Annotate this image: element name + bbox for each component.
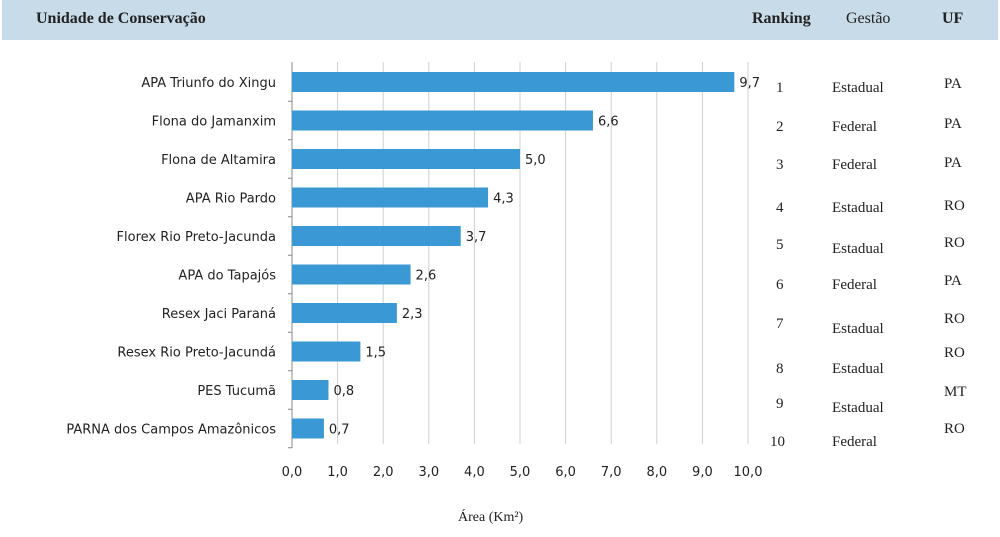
bar	[292, 110, 593, 131]
gestao-cell: Estadual	[832, 241, 884, 257]
value-label: 5,0	[525, 153, 546, 168]
category-label: APA Rio Pardo	[186, 192, 276, 207]
uf-cell: RO	[944, 345, 965, 361]
value-label: 4,3	[493, 192, 514, 207]
gestao-cell: Estadual	[832, 361, 884, 377]
value-label: 9,7	[739, 76, 760, 91]
uf-cell: RO	[944, 311, 965, 327]
bar	[292, 226, 461, 246]
x-tick-label: 5,0	[510, 465, 531, 480]
gestao-cell: Federal	[832, 434, 877, 450]
uf-header: UF	[942, 10, 964, 27]
x-tick-label: 2,0	[373, 465, 394, 480]
category-label: Florex Rio Preto-Jacunda	[117, 230, 276, 245]
bar	[292, 149, 520, 169]
ranking-cell: 9	[776, 396, 784, 412]
bar	[292, 264, 411, 285]
category-label: Resex Rio Preto-Jacundá	[117, 346, 276, 361]
gestao-cell: Estadual	[832, 200, 884, 216]
ranking-cell: 10	[770, 434, 785, 450]
bar	[292, 418, 324, 439]
value-label: 0,8	[333, 384, 354, 399]
x-tick-label: 9,0	[692, 465, 713, 480]
unit-header: Unidade de Conservação	[36, 10, 206, 27]
bar	[292, 303, 397, 323]
uf-cell: PA	[944, 76, 962, 92]
gestao-cell: Estadual	[832, 400, 884, 416]
x-tick-label: 7,0	[601, 465, 622, 480]
category-label: Flona de Altamira	[161, 153, 276, 168]
uf-cell: RO	[944, 421, 965, 437]
uf-cell: PA	[944, 273, 962, 289]
category-label: PARNA dos Campos Amazônicos	[66, 423, 276, 438]
category-label: APA Triunfo do Xingu	[141, 76, 276, 91]
value-label: 2,6	[416, 269, 437, 284]
gestao-cell: Federal	[832, 119, 877, 135]
category-label: APA do Tapajós	[178, 269, 276, 284]
x-tick-label: 1,0	[327, 465, 348, 480]
bar	[292, 72, 735, 92]
ranking-cell: 1	[776, 80, 784, 96]
bar	[292, 187, 489, 208]
category-label: PES Tucumã	[197, 384, 276, 399]
ranking-header: Ranking	[752, 10, 811, 27]
x-tick-label: 10,0	[734, 465, 763, 480]
x-axis-label: Área (Km²)	[458, 510, 524, 525]
uf-cell: RO	[944, 235, 965, 251]
uf-cell: MT	[944, 384, 967, 400]
x-tick-label: 4,0	[464, 465, 485, 480]
ranking-cell: 7	[776, 316, 784, 332]
bar	[292, 380, 329, 400]
gestao-header: Gestão	[846, 10, 891, 27]
ranking-cell: 3	[776, 157, 784, 173]
ranking-cell: 8	[776, 361, 784, 377]
x-tick-label: 8,0	[646, 465, 667, 480]
value-label: 0,7	[329, 423, 350, 438]
uf-cell: RO	[944, 198, 965, 214]
bar	[292, 341, 361, 362]
category-label: Resex Jaci Paraná	[162, 307, 276, 322]
gestao-cell: Federal	[832, 157, 877, 173]
ranking-cell: 2	[776, 119, 784, 135]
uf-cell: PA	[944, 155, 962, 171]
ranking-cell: 4	[776, 200, 784, 216]
x-tick-label: 3,0	[418, 465, 439, 480]
ranking-cell: 6	[776, 277, 784, 293]
value-label: 3,7	[466, 230, 487, 245]
value-label: 6,6	[598, 115, 619, 130]
value-label: 2,3	[402, 307, 423, 322]
category-label: Flona do Jamanxim	[152, 115, 276, 130]
ranking-cell: 5	[776, 237, 784, 253]
uf-cell: PA	[944, 116, 962, 132]
x-tick-label: 6,0	[555, 465, 576, 480]
gestao-cell: Estadual	[832, 321, 884, 337]
x-tick-label: 0,0	[282, 465, 303, 480]
gestao-cell: Estadual	[832, 80, 884, 96]
gestao-cell: Federal	[832, 277, 877, 293]
value-label: 1,5	[365, 346, 386, 361]
header-bar	[2, 0, 998, 40]
